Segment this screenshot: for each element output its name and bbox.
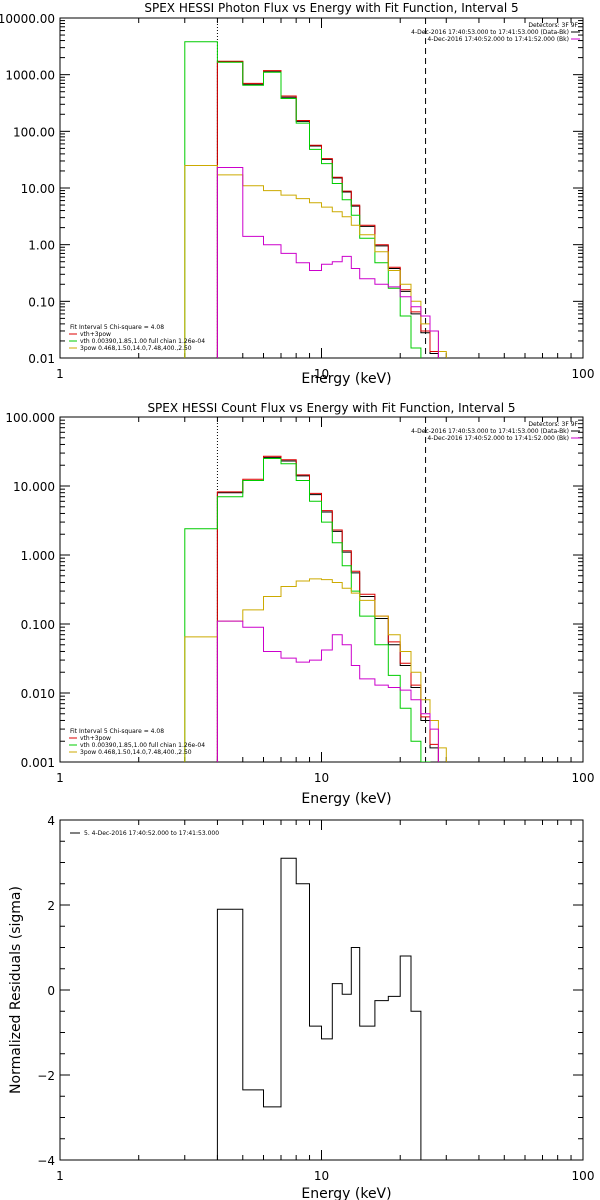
panel2-chart bbox=[59, 416, 584, 763]
panel1-xtick-label: 1 bbox=[56, 367, 64, 381]
panel2-legend-bl-text: vth+3pow bbox=[80, 735, 111, 742]
panel3-legend-text: 5. 4-Dec-2016 17:40:52.000 to 17:41:53.0… bbox=[84, 830, 219, 837]
panel1-legend-bl-text: 3pow 0.468,1.50,14.0,7.48,400.,2.50 bbox=[80, 345, 192, 352]
panel1-series-2 bbox=[184, 41, 422, 358]
panel2-series-2 bbox=[184, 458, 431, 762]
panel1-xlabel: Energy (keV) bbox=[301, 371, 391, 387]
panel3-xlabel: Energy (keV) bbox=[301, 1186, 391, 1200]
panel1-data bbox=[184, 18, 447, 358]
panel1-xtick-label: 10 bbox=[314, 367, 329, 381]
panel2-series-0 bbox=[216, 456, 439, 762]
panel3-ytick-label: 0 bbox=[47, 984, 55, 998]
panel3-ytick-label: 2 bbox=[47, 899, 55, 913]
panel2-legend-tr-text: 4-Dec-2016 17:40:52.000 to 17:41:52.000 … bbox=[427, 435, 569, 442]
panel2-axes-frame bbox=[59, 416, 584, 763]
panel1-legend-bl-text: vth 0.00390,1.85,1.00 full chian 1.26e-0… bbox=[80, 338, 205, 345]
panel3-data bbox=[216, 857, 426, 1160]
panel2-ytick-label: 10.000 bbox=[13, 480, 55, 494]
panel2-legend-tr-text: 4-Dec-2016 17:40:53.000 to 17:41:53.000 … bbox=[411, 428, 569, 435]
panel1-axes-frame bbox=[59, 17, 584, 359]
panel3-ytick-label: −4 bbox=[37, 1154, 55, 1168]
panel2-xtick-label: 100 bbox=[572, 771, 595, 785]
panel1-series-1 bbox=[216, 60, 439, 358]
panel2-title: SPEX HESSI Count Flux vs Energy with Fit… bbox=[147, 401, 515, 415]
panel2-ytick-label: 0.001 bbox=[21, 756, 55, 770]
panel1-legend-bl-text: vth+3pow bbox=[80, 331, 111, 338]
panel1-legend-tr-text: 4-Dec-2016 17:40:52.000 to 17:41:52.000 … bbox=[427, 36, 569, 43]
panel1-ytick-label: 0.01 bbox=[28, 352, 55, 366]
panel3-ylabel: Normalized Residuals (sigma) bbox=[8, 886, 24, 1094]
panel3-ytick-label: −2 bbox=[37, 1069, 55, 1083]
panel2-ytick-label: 1.000 bbox=[21, 549, 55, 563]
panel1-chart bbox=[59, 17, 584, 359]
panel1-title: SPEX HESSI Photon Flux vs Energy with Fi… bbox=[144, 1, 518, 15]
panel1-series-4 bbox=[216, 167, 439, 358]
panel1-legend-tr-text: Detectors: 3F 9F bbox=[528, 22, 578, 29]
panel2-series-3 bbox=[184, 578, 447, 762]
panel1-ytick-label: 1.00 bbox=[28, 239, 55, 253]
panel2-series-1 bbox=[216, 455, 439, 762]
panel2-ytick-label: 0.010 bbox=[21, 687, 55, 701]
panel3-xtick-label: 1 bbox=[56, 1169, 64, 1183]
panel2-legend-tr-text: Detectors: 3F 9F bbox=[528, 421, 578, 428]
panel3-axes-frame bbox=[59, 819, 584, 1161]
panel1-ytick-label: 1000.00 bbox=[5, 69, 55, 83]
panel3-chart bbox=[59, 819, 584, 1161]
panel2-ytick-label: 100.000 bbox=[5, 411, 55, 425]
panel2-xtick-label: 10 bbox=[314, 771, 329, 785]
panel3-xtick-label: 100 bbox=[572, 1169, 595, 1183]
panel1-ytick-label: 100.00 bbox=[13, 125, 55, 139]
panel2-xlabel: Energy (keV) bbox=[301, 791, 391, 807]
panel2-xtick-label: 1 bbox=[56, 771, 64, 785]
panel2-ytick-label: 0.100 bbox=[21, 618, 55, 632]
panel3-xtick-label: 10 bbox=[314, 1169, 329, 1183]
panel2-series-4 bbox=[216, 620, 439, 762]
panel1-legend-tr-text: 4-Dec-2016 17:40:53.000 to 17:41:53.000 … bbox=[411, 29, 569, 36]
panel2-legend-bl-text: vth 0.00390,1.85,1.00 full chian 1.26e-0… bbox=[80, 742, 205, 749]
panel2-data bbox=[184, 417, 447, 762]
panel1-xtick-label: 100 bbox=[572, 367, 595, 381]
panel1-series-0 bbox=[216, 61, 439, 358]
panel1-ytick-label: 10000.00 bbox=[0, 12, 55, 26]
panel1-ytick-label: 10.00 bbox=[21, 182, 55, 196]
panel3-series-0 bbox=[216, 857, 426, 1160]
panel2-legend-bl-text: 3pow 0.468,1.50,14.0,7.48,400.,2.50 bbox=[80, 749, 192, 756]
panel3-ytick-label: 4 bbox=[47, 814, 55, 828]
panel1-legend-bl-text: Fit Interval 5 Chi-square = 4.08 bbox=[70, 324, 164, 331]
panel1-ytick-label: 0.10 bbox=[28, 295, 55, 309]
panel2-legend-bl-text: Fit Interval 5 Chi-square = 4.08 bbox=[70, 728, 164, 735]
